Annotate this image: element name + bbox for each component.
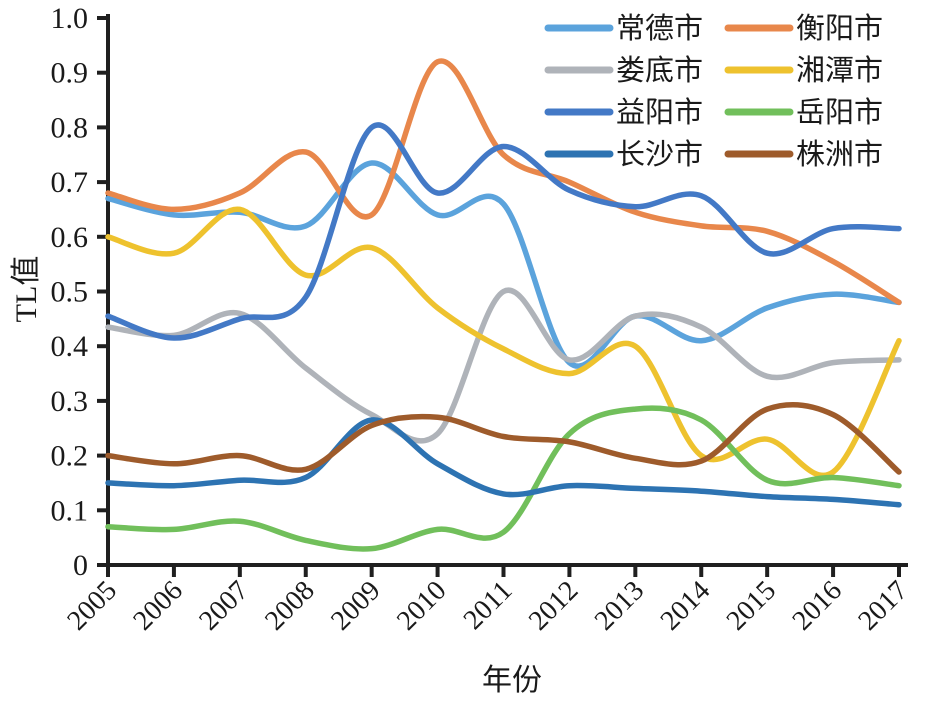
series-changde-line (105, 160, 902, 369)
y-tick-label: 0.5 (51, 276, 89, 309)
legend-label-hengyang: 衡阳市 (796, 12, 883, 45)
y-tick-label: 0.2 (51, 440, 89, 473)
y-tick-label: 0.9 (51, 57, 89, 90)
legend-item-loudi: 娄底市 (544, 54, 703, 87)
series-zhuzhou-line (105, 402, 902, 475)
series (105, 58, 902, 552)
legend-label-yueyang: 岳阳市 (796, 96, 883, 129)
x-tick-label: 2006 (127, 575, 189, 637)
x-tick-label: 2016 (787, 575, 849, 637)
series-yiyang-line (105, 122, 902, 341)
x-tick-label: 2013 (589, 575, 651, 637)
x-tick-label: 2012 (523, 575, 585, 637)
legend-label-changsha: 长沙市 (616, 138, 703, 171)
y-tick-label: 0.3 (51, 385, 89, 418)
legend-item-yueyang: 岳阳市 (724, 96, 883, 129)
legend-label-loudi: 娄底市 (616, 54, 703, 87)
y-tick-label: 0.6 (51, 221, 89, 254)
legend-label-changde: 常德市 (616, 12, 703, 45)
x-tick-label: 2017 (852, 575, 914, 637)
legend-label-xiangtan: 湘潭市 (796, 54, 883, 87)
x-axis-label: 年份 (482, 664, 542, 697)
series-changsha-line (105, 417, 902, 508)
series-xiangtan-line (105, 206, 902, 479)
legend-item-changde: 常德市 (544, 12, 703, 45)
y-tick-label: 0.1 (51, 494, 89, 527)
legend-label-yiyang: 益阳市 (616, 96, 703, 129)
legend-item-zhuzhou: 株洲市 (724, 138, 883, 171)
legend-label-zhuzhou: 株洲市 (796, 138, 883, 171)
series-hengyang-line (105, 58, 902, 306)
x-tick-label: 2010 (391, 575, 453, 637)
y-tick-label: 0.4 (51, 330, 89, 363)
y-axis-label: TL值 (10, 256, 43, 323)
legend-item-xiangtan: 湘潭市 (724, 54, 883, 87)
y-tick-label: 0.7 (51, 166, 89, 199)
legend-item-hengyang: 衡阳市 (724, 12, 883, 45)
y-tick-label: 0 (73, 549, 88, 582)
x-tick-label: 2007 (193, 575, 255, 637)
x-tick-label: 2014 (655, 575, 717, 637)
x-tick-label: 2009 (325, 575, 387, 637)
legend-item-yiyang: 益阳市 (544, 96, 703, 129)
series-loudi-line (105, 287, 902, 444)
x-tick-label: 2008 (259, 575, 321, 637)
x-tick-label: 2015 (721, 575, 783, 637)
x-tick-label: 2005 (61, 575, 123, 637)
y-tick-label: 1.0 (51, 2, 89, 35)
series-yueyang-line (105, 405, 902, 552)
x-tick-label: 2011 (458, 575, 519, 636)
legend-item-changsha: 长沙市 (544, 138, 703, 171)
y-tick-label: 0.8 (51, 111, 89, 144)
